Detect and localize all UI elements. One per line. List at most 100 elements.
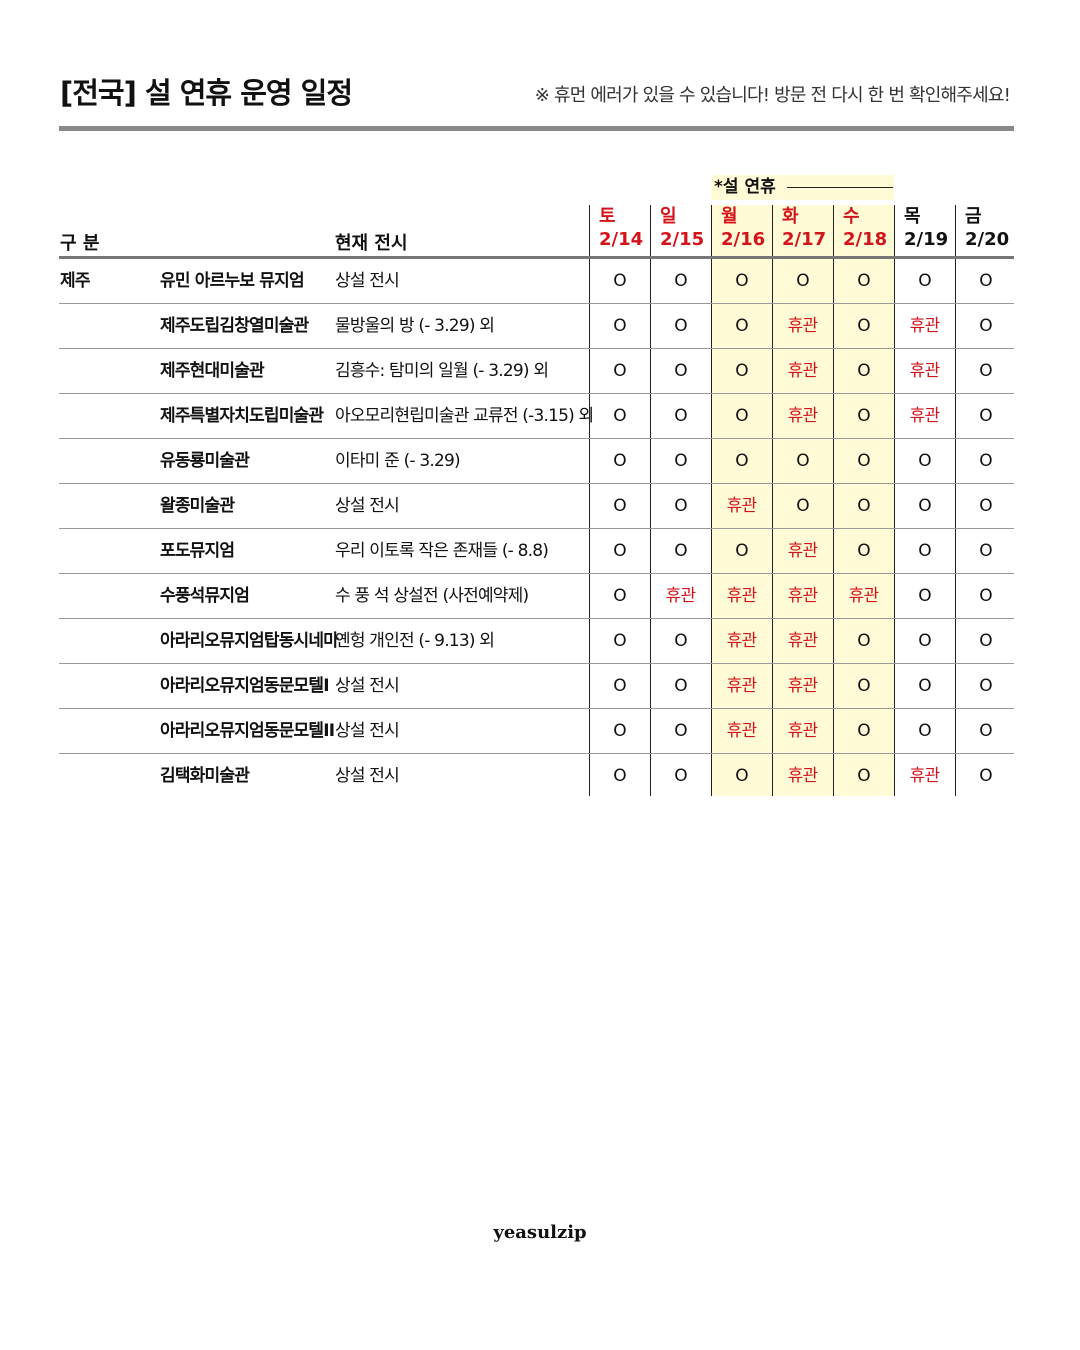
status-cell: O <box>918 496 931 516</box>
column-divider <box>650 205 651 796</box>
status-cell: 휴관 <box>665 586 696 606</box>
status-cell: 휴관 <box>787 721 818 741</box>
museum-name: 제주현대미술관 <box>160 361 265 381</box>
weekday: 일 <box>660 206 677 227</box>
exhibition: 김흥수: 탐미의 일월 (- 3.29) 외 <box>335 361 549 381</box>
exhibition: 수 풍 석 상설전 (사전예약제) <box>335 586 529 606</box>
status-cell: 휴관 <box>726 631 757 651</box>
status-cell: O <box>979 766 992 786</box>
exhibition: 상설 전시 <box>335 766 400 786</box>
table-row: 수풍석뮤지엄 수 풍 석 상설전 (사전예약제) O 휴관 휴관 휴관 휴관 O O <box>59 574 1014 619</box>
status-cell: O <box>857 541 870 561</box>
museum-name: 포도뮤지엄 <box>160 541 235 561</box>
status-cell: 휴관 <box>787 316 818 336</box>
day-header: 목 2/19 <box>894 205 955 251</box>
date: 2/20 <box>965 229 1010 250</box>
column-divider <box>772 205 773 796</box>
status-cell: O <box>674 361 687 381</box>
status-cell: O <box>979 496 992 516</box>
holiday-label-text: *설 연휴 <box>714 177 776 197</box>
holiday-label: *설 연휴 <box>711 175 894 200</box>
table-row: 제주특별자치도립미술관 아오모리현립미술관 교류전 (-3.15) 외 O O O 휴관… <box>59 394 1014 439</box>
status-cell: O <box>857 316 870 336</box>
column-divider <box>589 205 590 796</box>
status-cell: O <box>674 406 687 426</box>
status-cell: O <box>979 271 992 291</box>
status-cell: O <box>613 361 626 381</box>
status-cell: O <box>857 451 870 471</box>
status-cell: O <box>918 721 931 741</box>
footer-brand: yeasulzip <box>493 1222 587 1243</box>
status-cell: O <box>613 541 626 561</box>
day-header: 화 2/17 <box>772 205 833 251</box>
status-cell: O <box>979 451 992 471</box>
status-cell: O <box>735 361 748 381</box>
status-cell: O <box>979 361 992 381</box>
holiday-line <box>787 187 893 188</box>
status-cell: 휴관 <box>909 316 940 336</box>
status-cell: O <box>918 676 931 696</box>
status-cell: O <box>796 496 809 516</box>
status-cell: O <box>735 766 748 786</box>
status-cell: O <box>613 451 626 471</box>
column-divider <box>955 205 956 796</box>
table-row: 아라리오뮤지엄동문모텔II 상설 전시 O O 휴관 휴관 O O O <box>59 709 1014 754</box>
status-cell: 휴관 <box>726 586 757 606</box>
status-cell: O <box>979 631 992 651</box>
date: 2/14 <box>599 229 644 250</box>
status-cell: O <box>613 406 626 426</box>
day-header: 토 2/14 <box>589 205 650 251</box>
status-cell: O <box>857 766 870 786</box>
table-row: 제주현대미술관 김흥수: 탐미의 일월 (- 3.29) 외 O O O 휴관 O 휴관 O <box>59 349 1014 394</box>
status-cell: O <box>735 451 748 471</box>
status-cell: O <box>979 541 992 561</box>
status-cell: O <box>735 541 748 561</box>
status-cell: 휴관 <box>787 586 818 606</box>
exhibition: 상설 전시 <box>335 271 400 291</box>
status-cell: O <box>979 316 992 336</box>
status-cell: O <box>918 271 931 291</box>
museum-name: 수풍석뮤지엄 <box>160 586 250 606</box>
header-divider <box>59 256 1014 259</box>
status-cell: O <box>918 631 931 651</box>
status-cell: O <box>613 496 626 516</box>
status-cell: 휴관 <box>726 676 757 696</box>
status-cell: 휴관 <box>909 406 940 426</box>
region: 제주 <box>60 271 90 291</box>
status-cell: O <box>613 586 626 606</box>
status-cell: O <box>613 316 626 336</box>
date: 2/18 <box>843 229 888 250</box>
status-cell: O <box>857 406 870 426</box>
date: 2/17 <box>782 229 827 250</box>
status-cell: O <box>857 676 870 696</box>
status-cell: O <box>613 271 626 291</box>
table-row: 포도뮤지엄 우리 이토록 작은 존재들 (- 8.8) O O O 휴관 O O O <box>59 529 1014 574</box>
status-cell: 휴관 <box>787 766 818 786</box>
status-cell: O <box>857 361 870 381</box>
status-cell: O <box>979 721 992 741</box>
status-cell: 휴관 <box>848 586 879 606</box>
status-cell: O <box>857 271 870 291</box>
status-cell: O <box>918 451 931 471</box>
table-row: 유동룡미술관 이타미 준 (- 3.29) O O O O O O O <box>59 439 1014 484</box>
status-cell: O <box>674 676 687 696</box>
weekday: 금 <box>965 206 982 227</box>
weekday: 화 <box>782 206 799 227</box>
status-cell: O <box>674 496 687 516</box>
day-header: 일 2/15 <box>650 205 711 251</box>
status-cell: 휴관 <box>787 676 818 696</box>
header-category: 구 분 <box>60 233 100 254</box>
status-cell: O <box>735 406 748 426</box>
status-cell: O <box>979 586 992 606</box>
title-divider <box>59 126 1014 131</box>
museum-name: 제주도립김창열미술관 <box>160 316 309 336</box>
museum-name: 유동룡미술관 <box>160 451 250 471</box>
status-cell: O <box>735 316 748 336</box>
status-cell: O <box>674 451 687 471</box>
page-title: [전국] 설 연휴 운영 일정 <box>60 76 353 110</box>
table-row: 아라리오뮤지엄탑동시네마 옌헝 개인전 (- 9.13) 외 O O 휴관 휴관 O O O <box>59 619 1014 664</box>
exhibition: 옌헝 개인전 (- 9.13) 외 <box>335 631 495 651</box>
day-header: 수 2/18 <box>833 205 894 251</box>
status-cell: O <box>674 631 687 651</box>
status-cell: O <box>979 676 992 696</box>
